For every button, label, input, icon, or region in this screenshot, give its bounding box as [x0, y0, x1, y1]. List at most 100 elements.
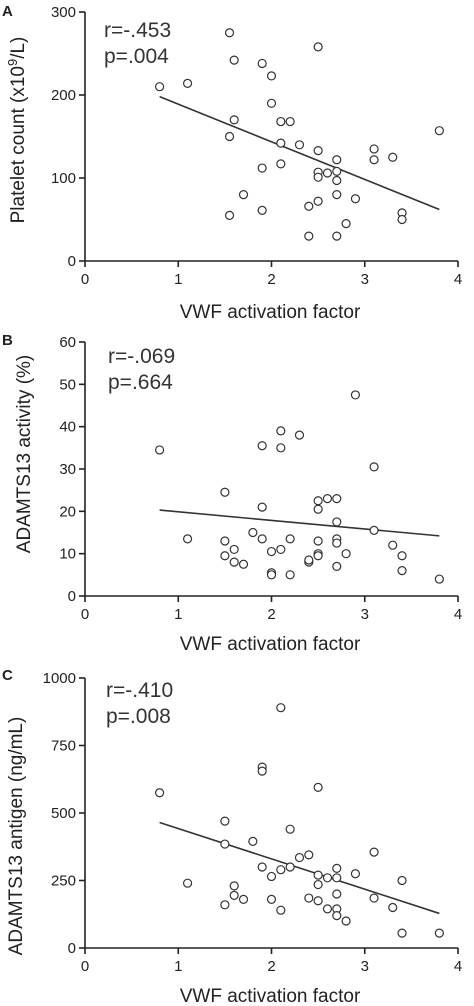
panel-b-data-point — [285, 534, 295, 544]
panel-c-p-value: p=.008 — [106, 705, 171, 728]
panel-a-y-tick-label: 100 — [51, 170, 76, 187]
panel-b-data-point — [238, 559, 249, 569]
panel-b-data-point — [229, 544, 239, 555]
panel-c-data-point — [434, 928, 444, 938]
panel-c-data-point — [285, 824, 295, 834]
panel-b-data-point — [276, 443, 286, 453]
panel-c-data-point — [220, 816, 230, 826]
panel-a-data-point — [276, 159, 286, 169]
panel-a-data-point — [397, 214, 407, 225]
panel-c-data-point — [304, 850, 314, 860]
panel-b-data-point — [220, 487, 230, 497]
panel-c-data-point — [220, 900, 230, 910]
panel-a-data-point — [224, 210, 235, 220]
panel-b-data-point — [276, 426, 286, 436]
panel-b-x-tick-label: 4 — [454, 606, 462, 623]
panel-c-data-point — [220, 839, 230, 849]
panel-a-data-point — [332, 175, 342, 186]
panel-b-y-axis-label: ADAMTS13 activity (%) — [14, 355, 35, 553]
panel-c: C r=-.410 p=.008 VWF activation factor A… — [2, 667, 462, 1006]
panel-a-data-point — [332, 166, 342, 176]
panel-c-x-tick-label: 2 — [267, 958, 275, 975]
panel-c-data-point — [397, 875, 407, 886]
panel-a-data-point — [388, 152, 398, 162]
panel-b-data-point — [313, 496, 323, 506]
panel-b-axes — [79, 341, 459, 602]
panel-c-data-point — [313, 879, 323, 890]
panel-c-x-tick-label: 4 — [454, 958, 462, 975]
panel-a-x-tick-label: 0 — [81, 271, 89, 288]
panel-b-p-value: p=.664 — [108, 371, 173, 394]
panel-b-x-tick-label: 0 — [81, 606, 89, 623]
panel-b: B r=-.069 p=.664 VWF activation factor A… — [2, 332, 462, 655]
panel-b-data-point — [332, 538, 342, 548]
panel-c-data-point — [155, 788, 165, 798]
panel-a-y-tick-label: 300 — [51, 4, 76, 21]
panel-b-x-tick-label: 1 — [174, 606, 182, 623]
panel-a-data-point — [276, 138, 286, 148]
panel-a-data-point — [313, 196, 323, 206]
panel-b-y-tick-label: 0 — [68, 588, 76, 605]
panel-c-data-point — [229, 881, 239, 891]
panel-a-x-axis-label: VWF activation factor — [180, 302, 361, 323]
panel-c-data-point — [276, 865, 286, 875]
panel-b-data-point — [341, 549, 351, 559]
panel-b-data-point — [257, 534, 267, 544]
panel-a-data-point — [332, 190, 342, 200]
panel-c-data-point — [388, 902, 398, 913]
panel-b-data-point — [248, 527, 258, 538]
panel-a-data-point — [350, 194, 361, 204]
panel-b-data-point — [397, 551, 407, 561]
panel-c-data-point — [229, 890, 239, 900]
panel-b-data-point — [332, 517, 342, 527]
panel-c-data-point — [276, 905, 286, 915]
panel-a-data-point — [238, 190, 249, 200]
panel-c-x-axis-label: VWF activation factor — [180, 986, 361, 1006]
panel-c-data-point — [313, 870, 323, 880]
panel-b-data-point — [266, 570, 277, 580]
panel-c-data-point — [294, 852, 305, 863]
panel-b-data-point — [220, 536, 230, 546]
panel-a-data-point — [304, 231, 314, 241]
panel-b-y-tick-label: 30 — [59, 461, 76, 478]
panel-b-y-tick-label: 50 — [59, 376, 76, 393]
panel-c-y-tick-label: 500 — [51, 805, 76, 822]
panel-c-data-point — [266, 894, 277, 905]
panel-c-data-point — [332, 873, 342, 883]
panel-c-y-tick-label: 0 — [68, 940, 76, 957]
panel-b-r-value: r=-.069 — [108, 345, 175, 368]
panel-a-data-point — [434, 126, 444, 136]
panel-c-data-point — [182, 878, 193, 888]
panel-b-data-point — [257, 502, 267, 512]
panel-b-x-tick-label: 2 — [267, 606, 275, 623]
panel-b-y-tick-label: 20 — [59, 503, 76, 520]
panel-a-data-point — [313, 146, 323, 156]
panel-c-x-tick-label: 1 — [174, 958, 182, 975]
panel-b-data-point — [322, 494, 333, 504]
panel-a-data-point — [257, 205, 267, 215]
panel-a-data-point — [224, 28, 235, 38]
panel-b-data-point — [220, 551, 230, 561]
panel-b-data-point — [369, 525, 379, 535]
panel-b-data-point — [388, 540, 398, 550]
panel-a-x-tick-label: 3 — [361, 271, 369, 288]
panel-a-data-point — [276, 116, 286, 127]
panel-b-data-point — [397, 565, 407, 576]
panel-a-letter: A — [2, 3, 13, 20]
panel-c-data-point — [332, 889, 342, 899]
panel-b-regression-line — [159, 509, 440, 537]
panel-a-data-point — [266, 98, 277, 108]
panel-b-data-point — [304, 555, 314, 565]
panel-b-data-point — [434, 574, 444, 584]
panel-c-x-tick-label: 0 — [81, 958, 89, 975]
panel-a-axes — [79, 11, 459, 267]
panel-a-data-point — [155, 82, 165, 92]
panel-a-y-axis-label: Platelet count (x109/L) — [5, 37, 29, 224]
panel-c-data-point — [266, 871, 277, 882]
panel-c-data-point — [276, 703, 286, 713]
panel-a-data-point — [369, 155, 379, 165]
panel-a-x-tick-label: 1 — [174, 271, 182, 288]
panel-a-data-point — [224, 131, 235, 142]
panel-c-data-point — [313, 782, 323, 792]
